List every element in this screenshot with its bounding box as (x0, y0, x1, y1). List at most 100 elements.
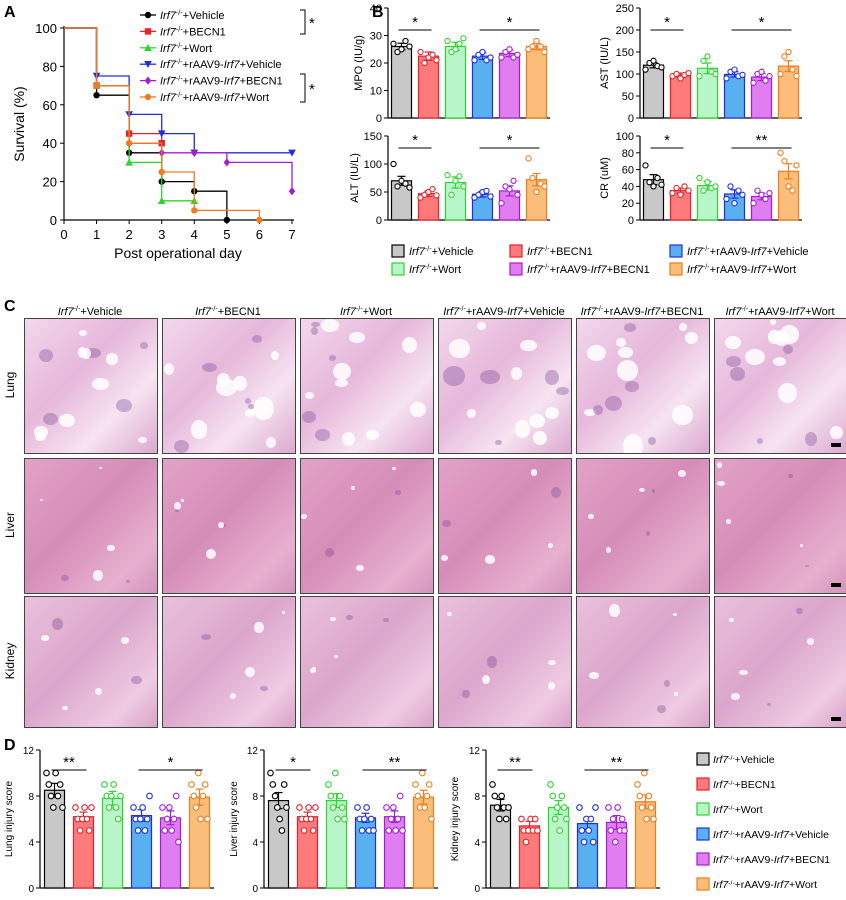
b-mpo-y-tick-label: 10 (370, 86, 382, 98)
d-kidney-data-point (498, 792, 505, 800)
d-liver-data-point (385, 827, 393, 834)
b-ast-data-point (712, 70, 719, 78)
a-legend-label-part: +rAAV9- (183, 92, 224, 104)
d-lung-data-point (201, 781, 209, 788)
d-lung-bar (72, 816, 95, 889)
b-cr-data-point (766, 189, 773, 197)
b-ast-data-point (723, 75, 730, 82)
d-lung-data-point (137, 815, 144, 823)
d-kidney-data-point (578, 827, 586, 834)
b-alt-data-point (529, 174, 536, 182)
tissue-spot (677, 470, 686, 478)
b-legend-label-part: Irf7 (527, 246, 544, 258)
b-legend-label-part: Irf7 (687, 246, 704, 258)
d-liver-data-point (327, 792, 335, 800)
b-alt-data-point (429, 186, 436, 193)
tissue-spot (217, 372, 231, 387)
d-kidney-data-point (489, 781, 496, 788)
d-legend-label: Irf7-/-+rAAV9-Irf7+BECN1 (713, 854, 830, 866)
a-legend-label-part: -/- (176, 58, 183, 66)
b-cr-data-point (731, 200, 738, 207)
d-lung-data-point (108, 792, 115, 800)
tissue-spot (245, 667, 256, 678)
b-alt-data-point (452, 177, 459, 184)
tissue-spot (402, 336, 417, 353)
a-legend-label-part: Irf7 (160, 59, 177, 71)
b-ast-y-tick-label: 50 (622, 91, 634, 103)
tissue-spot (592, 405, 604, 416)
d-kidney-y-tick-label: 12 (469, 746, 481, 757)
b-cr-data-point (754, 187, 761, 194)
b-mpo-data-point (444, 37, 451, 45)
b-legend-label-part: Irf7 (751, 246, 768, 258)
d-kidney-data-point (502, 815, 510, 823)
d-lung-data-point (134, 827, 142, 834)
histology-image-liver (714, 458, 846, 594)
d-liver-data-point (307, 815, 315, 823)
b-cr-data-point (673, 184, 680, 192)
d-lung-data-point (81, 804, 88, 811)
b-mpo-data-point (398, 46, 405, 53)
b-mpo-data-point (498, 54, 505, 61)
tissue-spot (548, 659, 557, 666)
tissue-spot (328, 355, 336, 361)
d-liver-data-point (419, 769, 426, 777)
d-kidney-data-point (534, 827, 541, 834)
tissue-spot (93, 570, 104, 581)
a-legend-label-part: Irf7 (224, 59, 241, 71)
d-legend-label-part: +Wort (789, 879, 817, 891)
tissue-spot (656, 705, 666, 713)
b-cr-data-point (677, 191, 684, 198)
d-lung-bar (188, 796, 211, 889)
a-survival-point (288, 149, 296, 157)
c-column-header-part: Irf7 (195, 306, 212, 318)
d-lung-data-point (76, 827, 84, 834)
c-column-header-part: +Wort (805, 306, 834, 318)
b-mpo-bar (471, 55, 494, 119)
b-cr-y-tick-label: 60 (622, 165, 634, 177)
tissue-spot (137, 437, 147, 443)
d-lung-data-point (170, 815, 178, 823)
tissue-spot (43, 413, 59, 426)
c-column-header-part: +Wort (363, 306, 392, 318)
b-mpo-data-point (541, 48, 548, 56)
a-x-tick-label: 4 (191, 227, 198, 242)
d-kidney-data-point (589, 838, 597, 846)
b-alt-data-point (510, 177, 517, 184)
a-sig-bracket (300, 9, 306, 35)
d-liver-y-tick-label: 0 (252, 884, 258, 895)
a-legend-label-part: Irf7 (160, 43, 177, 55)
b-legend-label-part: -/- (425, 245, 432, 253)
d-legend-label-part: -/- (728, 830, 734, 837)
d-lung-data-point (54, 792, 62, 800)
tissue-spot (449, 338, 470, 358)
d-liver-data-point (269, 781, 277, 788)
b-legend-label-part: Irf7 (409, 264, 426, 276)
tissue-spot (623, 322, 637, 333)
a-y-tick-label: 20 (43, 175, 57, 190)
b-legend-label-part: Irf7 (751, 264, 768, 276)
b-ast-sig-label: * (664, 14, 670, 31)
a-y-tick-label: 0 (50, 213, 57, 228)
d-liver-data-point (392, 827, 399, 834)
d-legend-label: Irf7-/-+rAAV9-Irf7+Wort (713, 879, 817, 891)
d-liver-data-point (399, 827, 406, 834)
b-cr-data-point (739, 191, 746, 198)
tissue-spot (79, 330, 88, 336)
d-legend-label-part: Irf7 (713, 754, 729, 766)
b-ast-data-point (731, 66, 738, 73)
c-row-label: Lung (3, 372, 17, 399)
d-lung-data-point (110, 781, 117, 788)
d-legend-label-part: +Vehicle (735, 754, 775, 766)
a-legend-marker (144, 28, 152, 35)
tissue-spot (200, 634, 212, 641)
d-legend-label-part: -/- (728, 755, 734, 762)
tissue-spot (245, 408, 255, 417)
histology-image-liver (576, 458, 710, 594)
b-alt-sig-label: * (412, 132, 418, 149)
a-legend-label-part: Irf7 (160, 10, 177, 22)
tissue-spot (62, 705, 69, 711)
c-row-label: Kidney (3, 643, 17, 680)
d-kidney-data-point (592, 804, 599, 811)
b-legend-label-part: -/- (703, 263, 710, 271)
